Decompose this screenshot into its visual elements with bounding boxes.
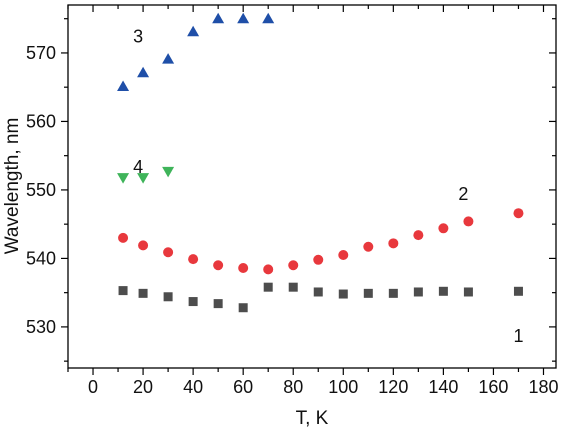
data-point-series-3 [117,80,130,92]
x-tick-label: 20 [133,377,153,397]
data-point-series-3 [137,66,150,78]
data-point-series-3 [187,25,200,37]
axis-ticks [61,5,556,375]
series-4 [117,166,175,184]
x-tick-label: 120 [378,377,408,397]
data-point-series-1 [438,286,448,296]
series-labels: 1 2 3 4 [133,27,523,346]
data-point-series-1 [388,288,398,298]
data-point-series-2 [238,263,249,274]
x-tick-label: 40 [183,377,203,397]
data-point-series-4 [117,173,130,184]
data-point-series-2 [338,249,349,260]
x-tick-label: 100 [328,377,358,397]
series-label-1: 1 [513,326,523,346]
y-tick-label: 550 [26,180,56,200]
data-point-series-4 [137,173,150,184]
series-label-3: 3 [133,27,143,47]
x-tick-label: 180 [528,377,558,397]
data-point-series-1 [463,287,473,297]
series-3 [117,12,275,92]
plot-frame [67,4,557,369]
data-points [117,12,524,313]
data-point-series-1 [213,299,223,309]
data-point-series-1 [363,288,373,298]
data-point-series-3 [212,12,225,24]
data-point-series-2 [288,260,299,271]
y-tick-label: 570 [26,43,56,63]
data-point-series-4 [162,166,175,178]
data-point-series-1 [163,292,173,302]
data-point-series-2 [388,238,399,249]
data-point-series-2 [118,232,129,243]
data-point-series-1 [288,282,298,292]
data-point-series-2 [313,254,324,265]
data-point-series-2 [163,247,174,258]
x-tick-label: 160 [478,377,508,397]
x-tick-label: 140 [428,377,458,397]
data-point-series-1 [413,287,423,297]
data-point-series-3 [162,53,175,64]
data-point-series-1 [513,286,523,296]
data-point-series-1 [238,303,248,313]
y-tick-label: 530 [26,317,56,337]
data-point-series-2 [513,208,524,219]
data-point-series-2 [188,254,199,265]
y-axis-title: Wavelength, nm [2,118,23,255]
data-point-series-2 [213,260,224,271]
x-tick-label: 0 [88,377,98,397]
y-tick-label: 560 [26,111,56,131]
series-1 [118,282,523,313]
x-tick-label: 80 [283,377,303,397]
series-label-4: 4 [133,157,143,177]
data-point-series-1 [138,288,148,298]
data-point-series-1 [188,297,198,307]
data-point-series-1 [118,286,128,296]
tick-labels: 0 20 40 60 80 100 120 140 160 180 530 540 550 560 570 [26,43,559,397]
data-point-series-2 [363,241,374,252]
data-point-series-1 [313,287,323,297]
y-tick-label: 540 [26,248,56,268]
x-tick-label: 60 [233,377,253,397]
series-2 [118,208,524,275]
data-point-series-2 [138,240,149,251]
data-point-series-1 [338,289,348,299]
x-axis-title: T, K [296,408,329,429]
series-label-2: 2 [458,184,468,204]
data-point-series-3 [262,12,275,24]
data-point-series-2 [463,216,474,227]
data-point-series-2 [263,264,274,275]
data-point-series-2 [413,230,424,241]
data-point-series-1 [263,282,273,292]
data-point-series-2 [438,223,449,234]
data-point-series-3 [237,12,250,24]
